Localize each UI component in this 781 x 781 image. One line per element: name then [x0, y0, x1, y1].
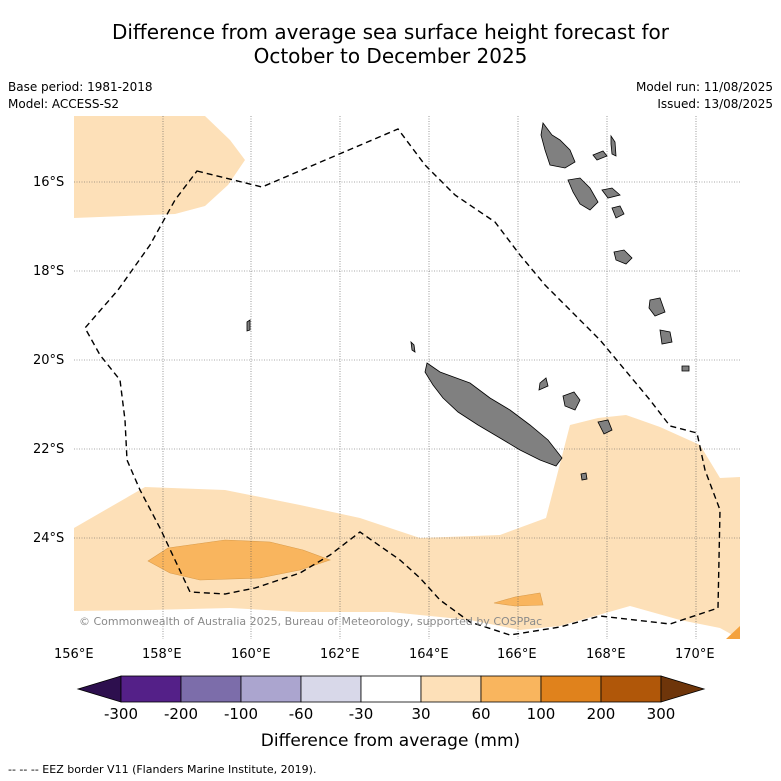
lon-label-158e: 158°E [142, 647, 182, 662]
lon-label-162e: 162°E [320, 647, 360, 662]
vanuatu-epi [611, 205, 625, 219]
gridlines [74, 116, 740, 639]
vanuatu-erromango [648, 297, 666, 317]
belep-island [410, 340, 416, 353]
lat-label-18s: 18°S [33, 264, 65, 279]
vanuatu-malakula [567, 177, 599, 211]
colorbar-bin-3 [240, 675, 302, 703]
colorbar-title: Difference from average (mm) [260, 731, 521, 751]
title-line-2: October to December 2025 [253, 44, 528, 68]
eez-border [84, 128, 721, 636]
colorbar-bin-7 [480, 675, 542, 703]
run-info: Model run: 11/08/2025 Issued: 13/08/2025 [636, 79, 773, 113]
copyright-notice: © Commonwealth of Australia 2025, Bureau… [79, 615, 543, 628]
vanuatu-tanna [659, 329, 673, 345]
vanuatu-aneityum [681, 365, 690, 372]
lat-label-16s: 16°S [33, 175, 65, 190]
base-period: Base period: 1981-2018 [8, 80, 153, 94]
vanuatu-efate [613, 249, 633, 265]
lat-label-22s: 22°S [33, 442, 65, 457]
lon-label-160e: 160°E [231, 647, 271, 662]
colorbar-extend-high [660, 675, 706, 703]
walpole-island [580, 472, 588, 481]
colorbar-tick-30: 30 [411, 705, 431, 723]
model-name: Model: ACCESS-S2 [8, 97, 120, 111]
lon-label-170e: 170°E [675, 647, 715, 662]
new-caledonia [424, 362, 563, 467]
model-info: Base period: 1981-2018 Model: ACCESS-S2 [8, 79, 153, 113]
loyalty-islands [538, 377, 549, 391]
anomaly-region-high-east [493, 592, 544, 607]
lat-label-24s: 24°S [33, 531, 65, 546]
colorbar-bin-4 [300, 675, 362, 703]
vanuatu-maewo [610, 134, 617, 157]
colorbar-bin-2 [180, 675, 242, 703]
colorbar-tick-neg30: -30 [348, 705, 374, 723]
colorbar-tick-neg200: -200 [163, 705, 199, 723]
vanuatu-ambrym [601, 187, 621, 199]
lat-label-20s: 20°S [33, 353, 65, 368]
vanuatu-ambae [592, 150, 608, 161]
colorbar-tick-neg100: -100 [223, 705, 259, 723]
lifou-island [562, 391, 581, 411]
model-run: Model run: 11/08/2025 [635, 80, 773, 94]
landmasses [246, 122, 690, 481]
lon-label-168e: 168°E [586, 647, 626, 662]
colorbar-tick-neg60: -60 [288, 705, 314, 723]
anomaly-region-high-west [147, 539, 331, 581]
colorbar-extend-low [76, 675, 122, 703]
anomaly-region-corner [726, 626, 740, 639]
colorbar-bin-9 [600, 675, 662, 703]
mare-island [597, 419, 613, 435]
lon-label-166e: 166°E [497, 647, 537, 662]
colorbar-bin-5 [360, 675, 422, 703]
lon-label-156e: 156°E [54, 647, 94, 662]
chesterfield-island [246, 319, 251, 332]
vanuatu-espiritu-santo [540, 122, 576, 169]
colorbar-tick-300: 300 [646, 705, 676, 723]
colorbar-bin-8 [540, 675, 602, 703]
map-title: Difference from average sea surface heig… [0, 20, 781, 68]
issued-date: Issued: 13/08/2025 [657, 97, 773, 111]
map-area [74, 116, 740, 639]
colorbar-tick-neg300: -300 [103, 705, 139, 723]
lon-label-164e: 164°E [409, 647, 449, 662]
colorbar-bin-1 [120, 675, 182, 703]
colorbar-tick-100: 100 [526, 705, 556, 723]
colorbar-tick-200: 200 [586, 705, 616, 723]
colorbar-tick-60: 60 [471, 705, 491, 723]
anomaly-region-south [74, 415, 740, 639]
anomaly-region-north [74, 116, 245, 218]
title-line-1: Difference from average sea surface heig… [111, 20, 670, 44]
colorbar [76, 675, 706, 703]
colorbar-bin-6 [420, 675, 482, 703]
eez-footnote: -- -- -- EEZ border V11 (Flanders Marine… [8, 763, 317, 776]
